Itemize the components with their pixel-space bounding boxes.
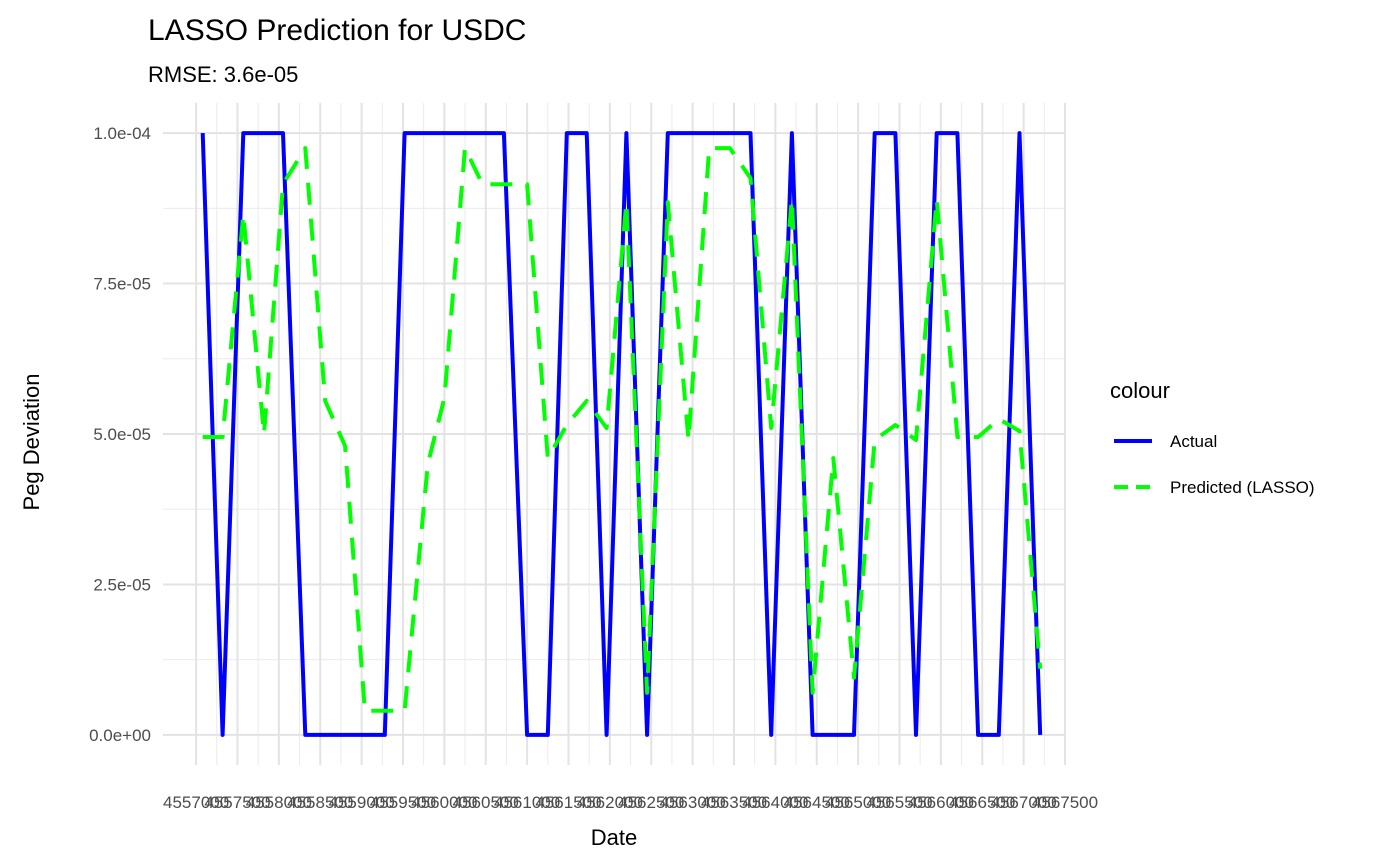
x-tick-label: 4565500	[866, 793, 932, 812]
x-tick-label: 4566000	[908, 793, 974, 812]
x-tick-label: 4562500	[618, 793, 684, 812]
y-axis-tick-labels: 0.0e+00 2.5e-05 5.0e-05 7.5e-05 1.0e-04	[89, 124, 151, 745]
x-axis-title: Date	[591, 825, 637, 850]
x-tick-label: 4563500	[701, 793, 767, 812]
x-tick-label: 4560500	[453, 793, 519, 812]
major-gridlines	[163, 103, 1066, 765]
chart-title: LASSO Prediction for USDC	[148, 14, 526, 47]
x-tick-label: 4558000	[246, 793, 312, 812]
series-line-actual	[200, 131, 1043, 737]
series-layer	[200, 131, 1043, 737]
y-axis-title: Peg Deviation	[19, 374, 44, 511]
y-tick-label: 2.5e-05	[93, 575, 151, 594]
legend: colour Actual Predicted (LASSO)	[1110, 378, 1315, 497]
x-tick-label: 4565000	[825, 793, 891, 812]
series-line-predicted	[202, 146, 1043, 713]
x-tick-label: 4563000	[660, 793, 726, 812]
x-tick-label: 4564000	[742, 793, 808, 812]
y-tick-label: 7.5e-05	[93, 275, 151, 294]
x-tick-label: 4566500	[949, 793, 1015, 812]
x-tick-label: 4557500	[204, 793, 270, 812]
legend-label: Actual	[1170, 432, 1217, 451]
x-tick-label: 4567500	[1032, 793, 1098, 812]
x-tick-label: 4559500	[370, 793, 436, 812]
x-tick-label: 4557000	[163, 793, 229, 812]
x-tick-label: 4560000	[411, 793, 477, 812]
x-tick-label: 4562000	[577, 793, 643, 812]
y-tick-label: 1.0e-04	[93, 124, 151, 143]
legend-title: colour	[1110, 378, 1170, 403]
y-tick-label: 0.0e+00	[89, 726, 151, 745]
x-tick-label: 4561500	[535, 793, 601, 812]
y-tick-label: 5.0e-05	[93, 425, 151, 444]
x-axis-tick-labels: 4557000455750045580004558500455900045595…	[163, 793, 1098, 812]
x-tick-label: 4558500	[287, 793, 353, 812]
x-tick-label: 4567000	[991, 793, 1057, 812]
chart-subtitle: RMSE: 3.6e-05	[148, 62, 298, 87]
x-tick-label: 4559000	[329, 793, 395, 812]
x-tick-label: 4564500	[784, 793, 850, 812]
x-tick-label: 4561000	[494, 793, 560, 812]
legend-label: Predicted (LASSO)	[1170, 478, 1315, 497]
